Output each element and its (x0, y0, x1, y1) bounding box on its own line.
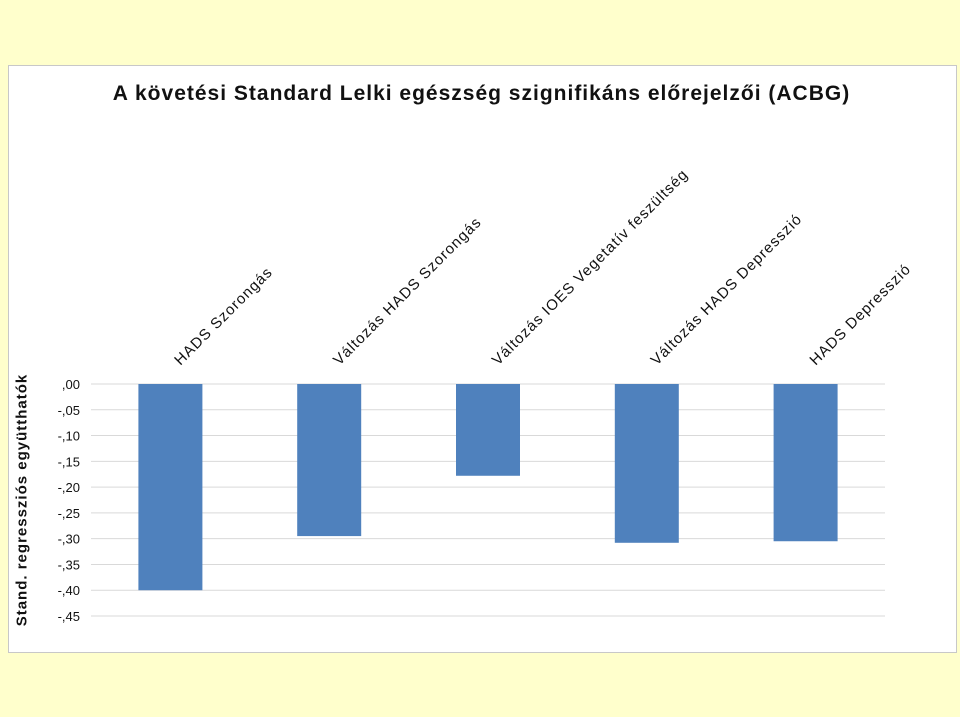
x-category-label: HADS Szorongás (171, 264, 276, 369)
x-category-label: HADS Depresszió (806, 261, 914, 369)
bar (297, 384, 362, 537)
x-category-label: Változás HADS Depresszió (648, 211, 806, 369)
x-category-label: Változás IOES Vegetatív feszültség (489, 166, 692, 369)
y-tick-label: -,25 (58, 506, 80, 521)
bar (614, 384, 679, 543)
chart-title: A követési Standard Lelki egészség szign… (112, 82, 851, 105)
x-category-label: Változás HADS Szorongás (330, 214, 485, 369)
y-tick-label: -,15 (58, 454, 80, 469)
y-tick-label: -,45 (58, 609, 80, 624)
y-tick-label: -,40 (58, 583, 80, 598)
y-tick-label: ,00 (62, 377, 80, 392)
y-tick-label: -,05 (58, 403, 80, 418)
bar (138, 384, 203, 591)
y-tick-label: -,30 (58, 532, 80, 547)
y-tick-label: -,35 (58, 557, 80, 572)
bar (773, 384, 838, 542)
bar (456, 384, 520, 476)
y-tick-label: -,10 (58, 429, 80, 444)
y-tick-label: -,20 (58, 480, 80, 495)
